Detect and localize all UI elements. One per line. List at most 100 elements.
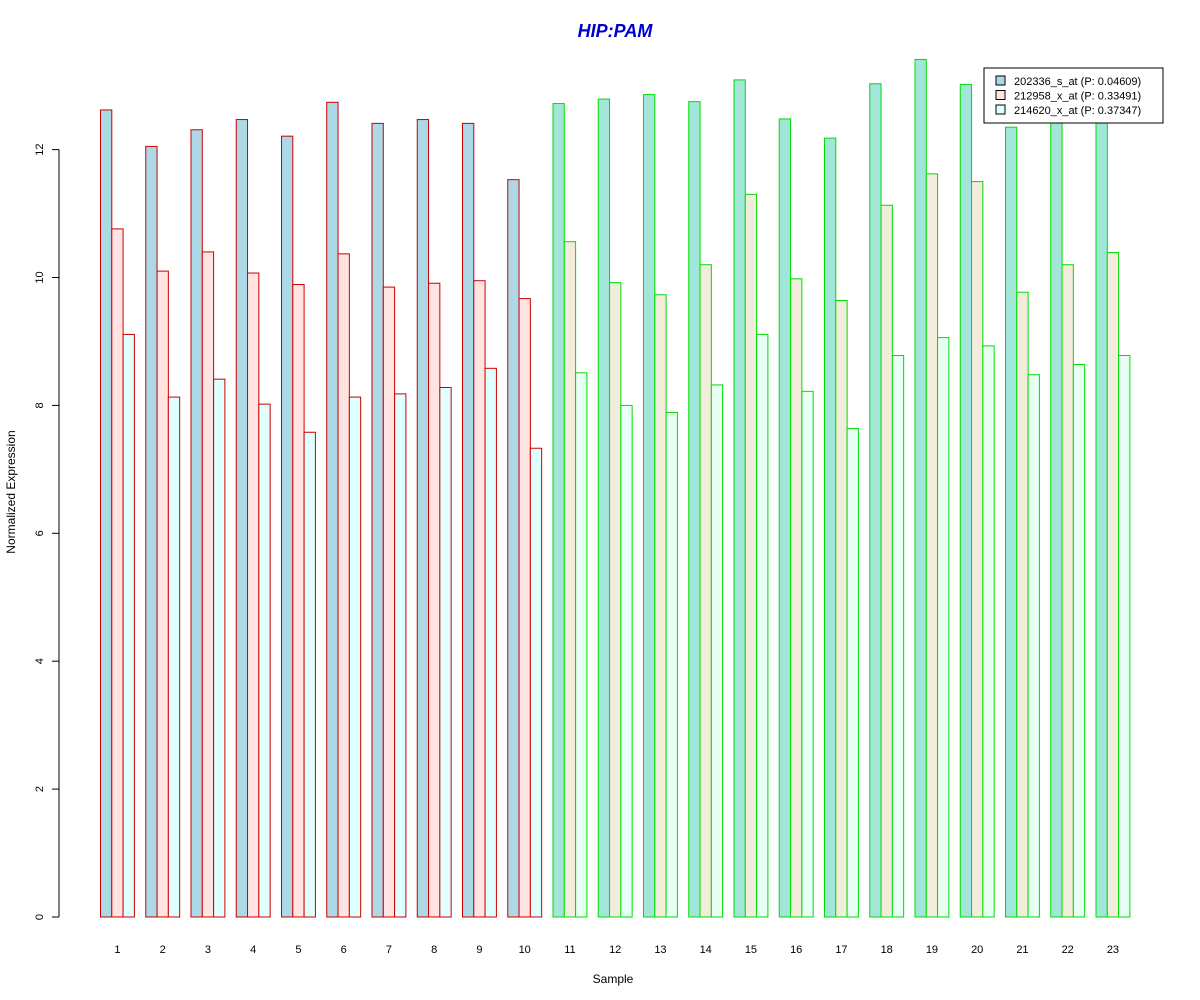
- x-tick-label: 20: [971, 944, 983, 956]
- bar: [982, 345, 995, 918]
- bar: [1106, 252, 1120, 918]
- x-tick-label: 2: [160, 944, 166, 956]
- bar: [959, 83, 973, 918]
- bar: [1016, 291, 1029, 918]
- bar: [801, 390, 814, 918]
- bar: [111, 228, 124, 918]
- x-tick-label: 21: [1016, 944, 1028, 956]
- bar: [484, 367, 497, 918]
- bar: [337, 253, 350, 918]
- bar: [552, 103, 565, 918]
- bar: [303, 431, 316, 918]
- legend-swatch: [995, 90, 1006, 100]
- bar: [1118, 355, 1131, 918]
- legend-swatch: [995, 104, 1006, 115]
- x-tick-label: 9: [476, 944, 482, 956]
- bar: [688, 101, 701, 918]
- legend-entry: 214620_x_at (P: 0.37347): [1014, 105, 1141, 117]
- x-tick-label: 23: [1107, 944, 1119, 956]
- bar: [971, 181, 984, 918]
- bar: [394, 393, 407, 918]
- bar: [326, 101, 339, 918]
- y-tick-label: 12: [34, 143, 46, 155]
- y-axis-label: Normalized Expression: [4, 430, 18, 553]
- bar: [473, 280, 486, 918]
- x-tick-label: 10: [519, 944, 531, 956]
- x-tick-label: 8: [431, 944, 437, 956]
- bar: [1061, 264, 1074, 918]
- x-tick-label: 6: [341, 944, 347, 956]
- bar: [665, 411, 678, 918]
- bar: [416, 119, 430, 918]
- bar: [891, 355, 905, 918]
- legend-entry: 202336_s_at (P: 0.04609): [1014, 76, 1141, 88]
- y-axis: 0 2 4 6 8 10 12: [34, 143, 60, 920]
- bar: [937, 337, 950, 918]
- bar: [1050, 119, 1063, 918]
- x-tick-label: 15: [745, 944, 757, 956]
- x-tick-label: 16: [790, 944, 802, 956]
- bar: [597, 98, 611, 918]
- x-tick-label: 7: [386, 944, 392, 956]
- y-tick-label: 10: [34, 271, 46, 283]
- bar: [507, 179, 520, 918]
- bar: [247, 272, 260, 918]
- bar: [1005, 126, 1018, 918]
- bar: [575, 372, 588, 918]
- bar: [281, 135, 294, 918]
- bar: [428, 282, 441, 918]
- bar: [733, 79, 746, 918]
- bar: [462, 122, 475, 918]
- x-tick-label: 11: [564, 944, 575, 956]
- bar: [620, 404, 633, 918]
- x-tick-label: 4: [250, 944, 256, 956]
- bar: [925, 173, 939, 918]
- x-tick-label: 1: [114, 944, 120, 956]
- bar: [100, 109, 113, 918]
- x-tick-label: 13: [654, 944, 666, 956]
- legend-box: [983, 67, 1164, 124]
- bar: [824, 137, 837, 918]
- bar: [213, 378, 226, 918]
- bar: [145, 145, 158, 918]
- bar: [563, 241, 577, 918]
- bar: [382, 286, 396, 918]
- x-tick-label: 17: [835, 944, 847, 956]
- bar: [790, 278, 803, 918]
- bar: [835, 300, 848, 918]
- x-tick-label: 5: [295, 944, 301, 956]
- legend-entry: 212958_x_at (P: 0.33491): [1014, 91, 1141, 103]
- x-tick-label: 18: [881, 944, 893, 956]
- bar: [914, 58, 927, 918]
- x-tick-label: 22: [1062, 944, 1074, 956]
- bar: [258, 403, 271, 918]
- bar: [699, 264, 712, 918]
- bar: [710, 384, 724, 918]
- y-tick-label: 4: [34, 658, 46, 664]
- bar: [643, 94, 656, 918]
- bar: [167, 396, 181, 918]
- x-tick-label: 12: [609, 944, 621, 956]
- bar: [869, 83, 882, 918]
- bar: [609, 282, 622, 918]
- bar: [292, 284, 305, 918]
- y-tick-label: 6: [34, 530, 46, 536]
- bar: [1072, 363, 1086, 918]
- bar: [756, 333, 769, 918]
- y-tick-label: 2: [34, 786, 46, 792]
- bar: [348, 396, 362, 918]
- x-tick-label: 19: [926, 944, 938, 956]
- bar: [1027, 374, 1040, 918]
- bar: [518, 298, 531, 918]
- bar: [235, 119, 249, 918]
- bar: [1095, 109, 1108, 918]
- x-tick-labels: 1 2 3 4 5 6 7 8 9 10 11 12 13 14 15 16 17 18 19 20 21 22 23: [114, 944, 1119, 956]
- bar: [846, 427, 859, 918]
- bar: [744, 193, 758, 918]
- y-tick-label: 0: [34, 914, 46, 920]
- x-tick-label: 14: [700, 944, 712, 956]
- bar: [371, 122, 384, 918]
- x-tick-label: 3: [205, 944, 211, 956]
- bar: [654, 294, 667, 918]
